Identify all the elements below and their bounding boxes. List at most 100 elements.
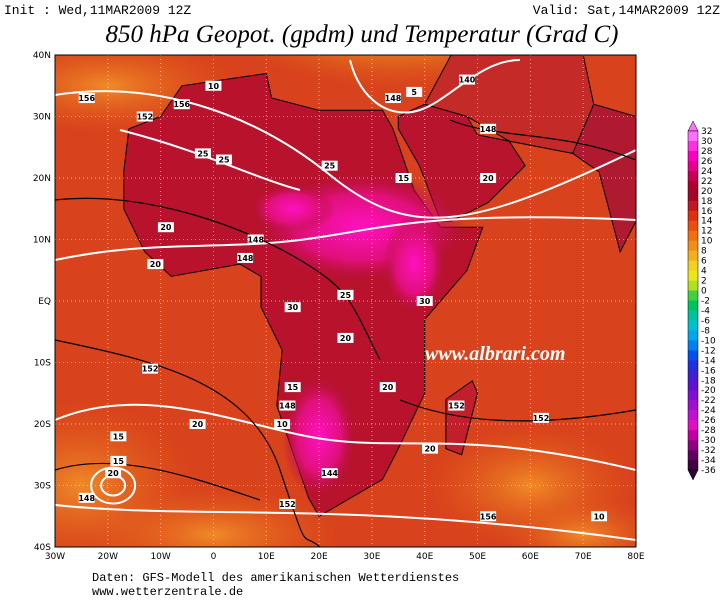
contour-label-box: [458, 74, 475, 85]
colorbar-label: -26: [701, 416, 716, 426]
colorbar-segment: [688, 190, 698, 202]
colorbar-label: 8: [701, 247, 707, 257]
contour-label: 25: [340, 291, 352, 300]
contour-label-box: [78, 93, 95, 104]
colorbar-label: 30: [701, 137, 713, 147]
lat-label: 20S: [34, 420, 51, 430]
valid-time: Valid: Sat,14MAR2009 12Z: [533, 3, 720, 18]
contour-label: 10: [208, 82, 220, 91]
colorbar-segment: [688, 160, 698, 172]
init-time: Init : Wed,11MAR2009 12Z: [4, 3, 191, 18]
lat-label: 30S: [34, 482, 51, 492]
colorbar-segment: [688, 370, 698, 381]
colorbar-segment: [688, 410, 698, 421]
contour-label: 20: [192, 420, 204, 429]
colorbar-label: -10: [701, 336, 716, 346]
contour-label-box: [284, 302, 301, 313]
contour-label-box: [385, 93, 402, 104]
colorbar-segment: [688, 430, 698, 441]
lat-label: 40S: [34, 543, 51, 553]
contour-label: 152: [279, 500, 296, 509]
lon-label: 20E: [311, 552, 328, 562]
colorbar-label: 32: [701, 127, 712, 137]
colorbar-segment: [688, 240, 698, 251]
colorbar-segment: [688, 460, 698, 471]
colorbar-label: -24: [701, 406, 716, 416]
contour-label: 20: [424, 445, 436, 454]
contour-label: 30: [287, 303, 299, 312]
colorbar-segment: [688, 180, 698, 192]
colorbar-segment: [688, 170, 698, 182]
colorbar-label: 2: [701, 277, 707, 287]
colorbar-label: -20: [701, 386, 716, 396]
colorbar-segment: [688, 320, 698, 331]
height-contour: [55, 403, 636, 471]
colorbar-label: -22: [701, 396, 716, 406]
colorbar-label: 18: [701, 197, 713, 207]
contour-label: 20: [483, 174, 495, 183]
contour-label: 156: [173, 100, 190, 109]
colorbar-label: 12: [701, 227, 712, 237]
contour-label-box: [189, 419, 206, 429]
height-contour: [349, 59, 521, 114]
watermark: www.albrari.com: [425, 343, 565, 365]
contour-label: 25: [218, 156, 230, 165]
contour-label: 10: [277, 420, 289, 429]
contour-label-box: [480, 511, 497, 522]
contour-label-box: [274, 419, 291, 429]
colorbar-segment: [688, 260, 698, 271]
lon-label: 80E: [627, 552, 644, 562]
contour-label-box: [379, 382, 396, 393]
land: [445, 380, 479, 456]
lon-label: 40E: [416, 552, 433, 562]
colorbar-label: 28: [701, 147, 713, 157]
lat-label: 10N: [33, 236, 51, 246]
contour-label-box: [321, 468, 338, 479]
contour-label-box: [321, 160, 338, 171]
colorbar-label: 4: [701, 267, 707, 277]
contour-label: 20: [108, 469, 120, 478]
colorbar-segment: [688, 380, 698, 391]
colorbar-segment: [688, 300, 698, 311]
temperature-contour: [55, 339, 321, 547]
height-contour: [55, 504, 636, 541]
ocean-shade: [81, 485, 346, 547]
contour-label: 15: [287, 383, 299, 392]
lon-label: 0: [211, 552, 217, 562]
contour-label-box: [142, 363, 159, 374]
colorbar-label: -6: [701, 316, 710, 326]
contour-label: 20: [150, 260, 162, 269]
height-contour: [55, 216, 636, 261]
colorbar-frame: [687, 130, 699, 471]
colorbar-segment: [688, 350, 698, 361]
lat-label: 10S: [34, 359, 51, 369]
lat-label: 20N: [33, 174, 51, 184]
colorbar-label: 10: [701, 237, 713, 247]
colorbar-arrow: [687, 120, 699, 132]
contour-label: 152: [142, 365, 159, 374]
colorbar-segment: [688, 140, 698, 152]
colorbar-label: -16: [701, 366, 716, 376]
contour-label: 148: [480, 125, 497, 134]
contour-label: 152: [533, 414, 550, 423]
colorbar-label: 14: [701, 217, 713, 227]
temperature-contour: [449, 119, 636, 161]
contour-label-box: [480, 173, 497, 183]
colorbar-arrow: [687, 469, 699, 481]
contour-label-box: [78, 492, 95, 503]
contour-label: 140: [459, 76, 476, 85]
lon-label: 30E: [363, 552, 380, 562]
contour-label-box: [532, 412, 549, 423]
contour-label-box: [105, 468, 122, 479]
contour-label-box: [448, 400, 465, 411]
colorbar-segment: [688, 230, 698, 241]
contour-label-box: [284, 382, 301, 393]
colorbar: 32302826242220181614121086420-2-4-6-8-10…: [687, 120, 716, 481]
contour-label: 5: [411, 88, 417, 97]
lon-label: 10W: [150, 552, 170, 562]
height-contour: [90, 466, 137, 505]
lat-label: 40N: [33, 51, 51, 61]
contour-label: 148: [237, 254, 254, 263]
contour-label: 148: [279, 402, 296, 411]
